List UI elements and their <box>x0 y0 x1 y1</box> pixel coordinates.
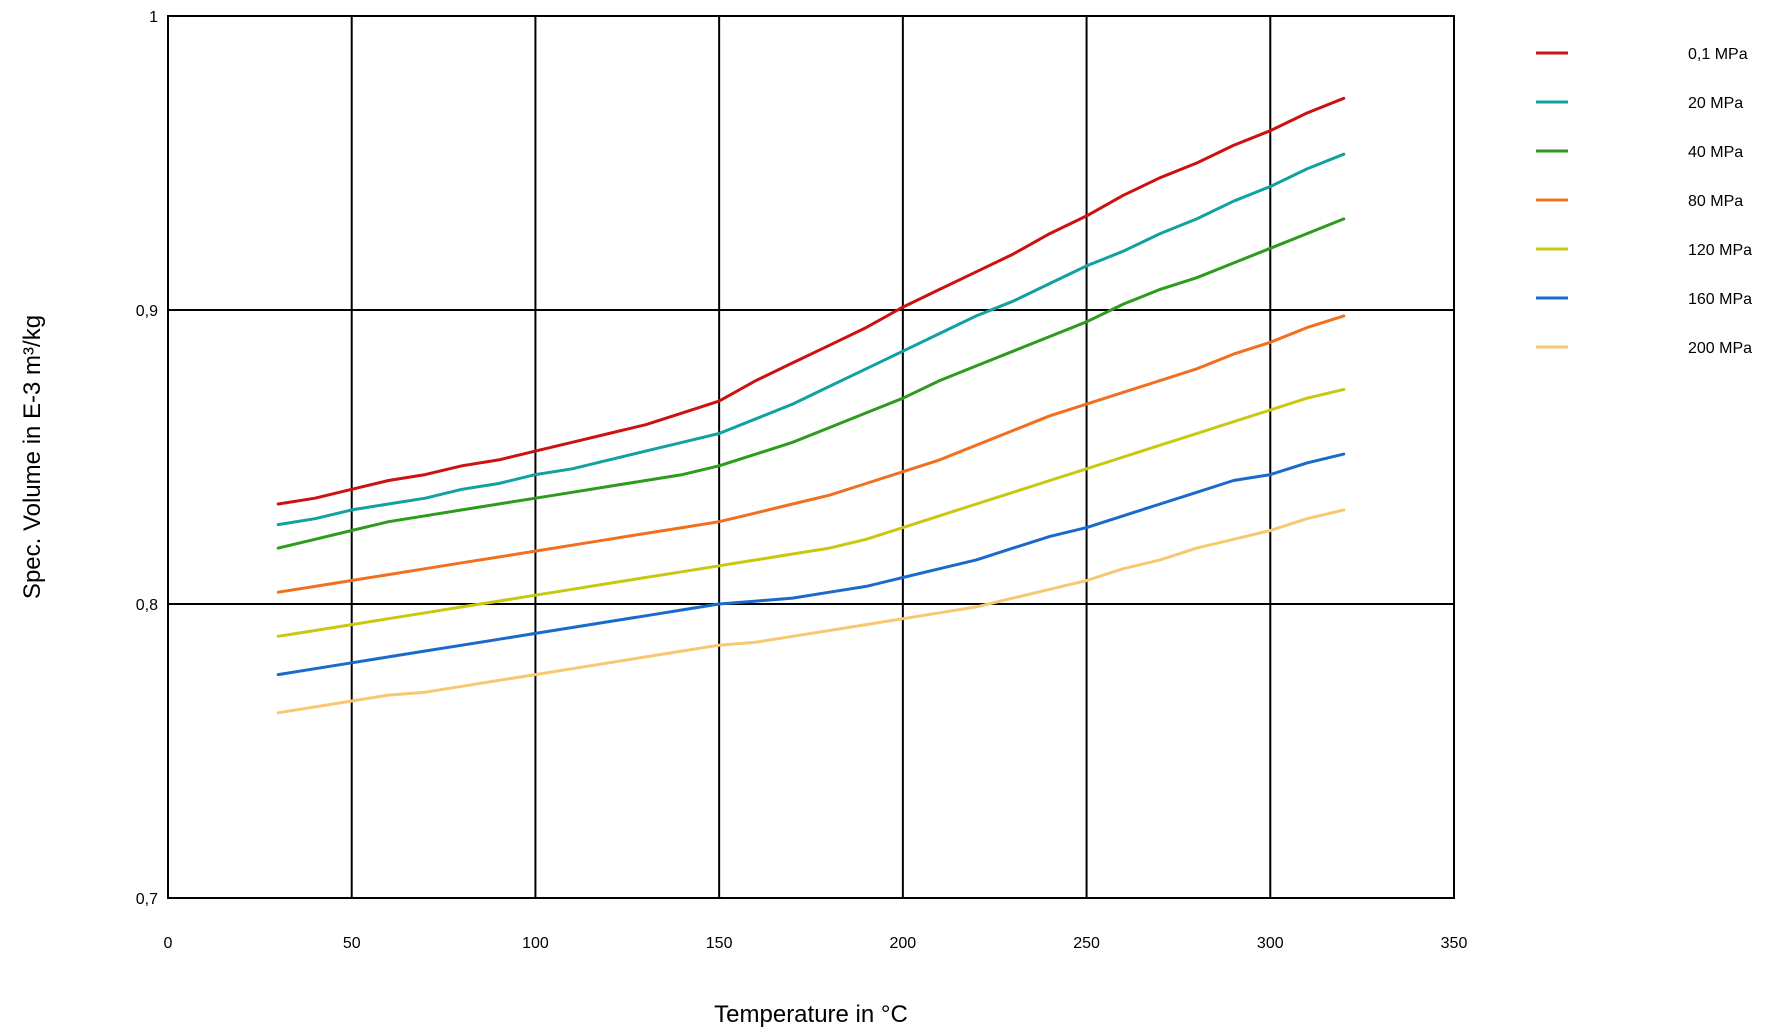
legend-label: 120 MPa <box>1688 242 1752 259</box>
legend-label: 40 MPa <box>1688 144 1743 161</box>
y-tick-label: 1 <box>149 9 158 26</box>
x-tick-label: 300 <box>1257 935 1284 952</box>
legend-label: 200 MPa <box>1688 340 1752 357</box>
series-line-2 <box>276 217 1346 550</box>
series-line-4 <box>276 387 1346 638</box>
legend-label: 0,1 MPa <box>1688 46 1748 63</box>
series-line-6 <box>276 508 1346 715</box>
legend-label: 160 MPa <box>1688 291 1752 308</box>
series-line-0 <box>276 96 1346 506</box>
x-tick-label: 200 <box>890 935 917 952</box>
legend-label: 20 MPa <box>1688 95 1743 112</box>
legend: 0,1 MPa 20 MPa 40 MPa 80 MPa 120 MPa 160 MPa 2… <box>1536 46 1752 357</box>
x-tick-label: 250 <box>1073 935 1100 952</box>
x-tick-label: 100 <box>522 935 549 952</box>
x-tick-label: 350 <box>1441 935 1468 952</box>
series-lines <box>276 96 1346 715</box>
y-axis-title: Spec. Volume in E-3 m³/kg <box>19 315 46 599</box>
series-line-3 <box>276 314 1346 594</box>
x-tick-label: 0 <box>164 935 173 952</box>
y-tick-label: 0,8 <box>136 597 158 614</box>
x-tick-label: 150 <box>706 935 733 952</box>
plot-area-frame <box>167 15 1455 899</box>
legend-label: 80 MPa <box>1688 193 1743 210</box>
x-tick-label: 50 <box>343 935 361 952</box>
series-line-5 <box>276 452 1346 677</box>
series-line-1 <box>276 152 1346 527</box>
y-tick-label: 0,9 <box>136 303 158 320</box>
grid <box>168 16 1454 898</box>
x-axis-title: Temperature in °C <box>714 1001 908 1028</box>
y-axis-ticks: 0,7 0,8 0,9 1 <box>136 9 158 908</box>
x-axis-ticks: 0 50 100 150 200 250 300 350 <box>164 935 1468 952</box>
y-tick-label: 0,7 <box>136 891 158 908</box>
